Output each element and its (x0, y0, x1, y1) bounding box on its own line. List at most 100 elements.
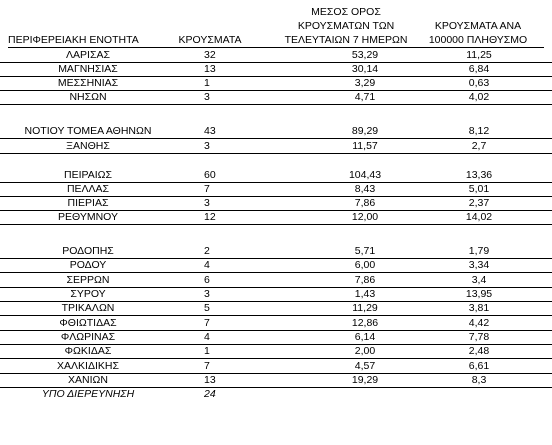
cell-cases: 6 (204, 274, 210, 286)
header-per-100k: ΚΡΟΥΣΜΑΤΑ ΑΝΑ 100000 ΠΛΗΘΥΣΜΟ (418, 19, 538, 47)
cell-avg: 6,14 (354, 331, 376, 343)
cell-avg: 4,71 (354, 91, 376, 103)
cell-cases: 5 (204, 302, 210, 314)
header-avg-line-2: ΚΡΟΥΣΜΑΤΩΝ ΤΩΝ (297, 20, 395, 32)
cell-cases: 3 (204, 91, 210, 103)
cell-per100k: 2,7 (471, 140, 487, 152)
cell-avg: 12,00 (351, 211, 379, 223)
cell-cases: 32 (204, 49, 216, 61)
cell-cases: 7 (204, 317, 210, 329)
cell-region: ΡΟΔΟΥ (69, 259, 107, 271)
header-cases: ΚΡΟΥΣΜΑΤΑ (178, 34, 242, 46)
table-row: ΝΗΣΩΝ 3 4,71 4,02 (0, 90, 552, 105)
cell-avg: 6,00 (354, 259, 376, 271)
cell-per100k: 13,95 (465, 288, 493, 300)
cell-avg: 12,86 (351, 317, 379, 329)
cell-region: ΤΡΙΚΑΛΩΝ (61, 302, 115, 314)
cell-avg: 30,14 (351, 63, 379, 75)
header-rule (8, 47, 544, 48)
cell-region: ΡΕΘΥΜΝΟΥ (57, 211, 118, 223)
cell-cases: 7 (204, 360, 210, 372)
table-row: ΦΘΙΩΤΙΔΑΣ 7 12,86 4,42 (0, 316, 552, 331)
cell-per100k: 4,02 (468, 91, 490, 103)
table-row: ΡΟΔΟΠΗΣ 2 5,71 1,79 (0, 244, 552, 259)
cell-cases: 4 (204, 331, 210, 343)
cell-region: ΝΗΣΩΝ (69, 91, 107, 103)
header-avg-7-days: ΜΕΣΟΣ ΟΡΟΣ ΚΡΟΥΣΜΑΤΩΝ ΤΩΝ ΤΕΛΕΥΤΑΙΩΝ 7 Η… (282, 5, 410, 47)
cell-per100k: 8,12 (468, 125, 490, 137)
cell-per100k: 3,4 (471, 274, 487, 286)
table-row: ΥΠΟ ΔΙΕΡΕΥΝΗΣΗ 24 (0, 387, 552, 401)
cell-cases: 60 (204, 169, 216, 181)
cell-cases: 4 (204, 259, 210, 271)
cell-avg: 1,43 (354, 288, 376, 300)
cell-per100k: 5,01 (468, 183, 490, 195)
cell-per100k: 4,42 (468, 317, 490, 329)
table-row: ΧΑΛΚΙΔΙΚΗΣ 7 4,57 6,61 (0, 359, 552, 374)
cell-per100k: 0,63 (468, 77, 490, 89)
cell-region: ΛΑΡΙΣΑΣ (66, 49, 110, 61)
cell-cases: 7 (204, 183, 210, 195)
cell-cases: 1 (204, 345, 210, 357)
cell-per100k: 3,81 (468, 302, 490, 314)
table-row: ΣΥΡΟΥ 3 1,43 13,95 (0, 287, 552, 302)
cell-avg: 11,57 (352, 140, 378, 152)
table-row: ΠΕΛΛΑΣ 7 8,43 5,01 (0, 182, 552, 197)
cell-per100k: 1,79 (468, 245, 490, 257)
cell-region: ΦΘΙΩΤΙΔΑΣ (59, 317, 117, 329)
cell-per100k: 2,37 (468, 197, 490, 209)
cell-avg: 4,57 (354, 360, 376, 372)
cell-cases: 13 (204, 374, 216, 386)
cell-per100k: 11,25 (466, 49, 492, 61)
cell-per100k: 8,3 (471, 374, 487, 386)
table-row: ΜΕΣΣΗΝΙΑΣ 1 3,29 0,63 (0, 76, 552, 91)
cell-avg: 7,86 (354, 274, 376, 286)
cell-cases: 3 (204, 197, 210, 209)
cell-region: ΜΑΓΝΗΣΙΑΣ (58, 63, 118, 75)
header-avg-line-1: ΜΕΣΟΣ ΟΡΟΣ (311, 6, 381, 18)
cell-avg: 11,29 (352, 302, 378, 314)
cell-avg: 19,29 (351, 374, 379, 386)
cell-avg: 104,43 (348, 169, 382, 181)
cell-per100k: 2,48 (468, 345, 490, 357)
header-per-line-2: 100000 ΠΛΗΘΥΣΜΟ (428, 34, 528, 46)
table-row: ΧΑΝΙΩΝ 13 19,29 8,3 (0, 373, 552, 388)
table-row: ΡΕΘΥΜΝΟΥ 12 12,00 14,02 (0, 210, 552, 225)
cell-region: ΠΕΛΛΑΣ (66, 183, 110, 195)
table-row: ΡΟΔΟΥ 4 6,00 3,34 (0, 258, 552, 273)
cell-per100k: 14,02 (465, 211, 493, 223)
cell-region: ΠΕΙΡΑΙΩΣ (64, 169, 112, 181)
cell-avg: 89,29 (351, 125, 379, 137)
table-row: ΣΕΡΡΩΝ 6 7,86 3,4 (0, 273, 552, 288)
table-row: ΤΡΙΚΑΛΩΝ 5 11,29 3,81 (0, 301, 552, 316)
header-per-line-1: ΚΡΟΥΣΜΑΤΑ ΑΝΑ (434, 20, 522, 32)
cell-per100k: 6,61 (468, 360, 490, 372)
table-row: ΛΑΡΙΣΑΣ 32 53,29 11,25 (0, 48, 552, 63)
table-row: ΞΑΝΘΗΣ 3 11,57 2,7 (0, 139, 552, 154)
table-row: ΠΕΙΡΑΙΩΣ 60 104,43 13,36 (0, 168, 552, 183)
cell-avg: 53,29 (351, 49, 379, 61)
cell-avg: 2,00 (354, 345, 376, 357)
table-row: ΦΛΩΡΙΝΑΣ 4 6,14 7,78 (0, 330, 552, 345)
table-row: ΝΟΤΙΟΥ ΤΟΜΕΑ ΑΘΗΝΩΝ 43 89,29 8,12 (0, 124, 552, 139)
cell-region: ΥΠΟ ΔΙΕΡΕΥΝΗΣΗ (41, 388, 135, 400)
cell-region: ΜΕΣΣΗΝΙΑΣ (57, 77, 119, 89)
cell-cases: 2 (204, 245, 210, 257)
cell-region: ΠΙΕΡΙΑΣ (67, 197, 109, 209)
cell-region: ΦΩΚΙΔΑΣ (64, 345, 112, 357)
header-region: ΠΕΡΙΦΕΡΕΙΑΚΗ ΕΝΟΤΗΤΑ (8, 34, 139, 46)
cell-cases: 13 (204, 63, 216, 75)
cell-per100k: 13,36 (465, 169, 493, 181)
header-avg-line-3: ΤΕΛΕΥΤΑΙΩΝ 7 ΗΜΕΡΩΝ (284, 34, 408, 46)
cell-cases: 43 (204, 125, 216, 137)
cell-region: ΧΑΛΚΙΔΙΚΗΣ (57, 360, 119, 372)
cell-avg: 8,43 (354, 183, 376, 195)
cell-avg: 5,71 (354, 245, 376, 257)
cell-region: ΞΑΝΘΗΣ (66, 140, 110, 152)
cell-per100k: 7,78 (468, 331, 490, 343)
cell-region: ΣΕΡΡΩΝ (66, 274, 110, 286)
cell-cases: 24 (204, 388, 216, 400)
cell-cases: 3 (204, 140, 210, 152)
cell-region: ΧΑΝΙΩΝ (68, 374, 108, 386)
